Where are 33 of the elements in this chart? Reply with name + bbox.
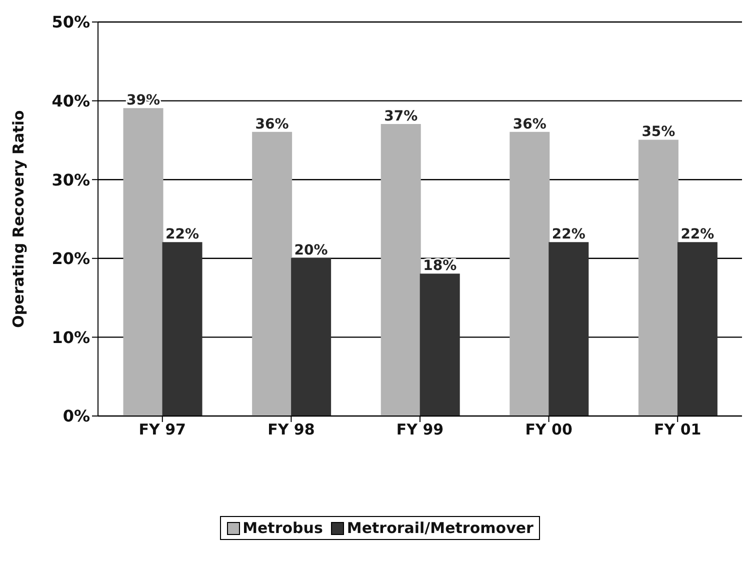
- x-tick-label: FY 97: [138, 420, 186, 439]
- data-label: 20%: [294, 242, 328, 258]
- x-tick-label: FY 00: [525, 420, 572, 439]
- data-label: 35%: [642, 124, 676, 140]
- legend-label: Metrorail/Metromover: [346, 519, 534, 537]
- bar: [420, 274, 460, 416]
- y-tick-label: 0%: [62, 406, 90, 426]
- y-tick-label: 30%: [52, 170, 90, 190]
- x-tick-label: FY 01: [654, 420, 702, 439]
- bar: [510, 132, 550, 416]
- y-tick-label: 50%: [52, 12, 90, 32]
- bar: [677, 242, 718, 416]
- y-tick-label: 40%: [52, 91, 90, 110]
- legend-label: Metrobus: [242, 519, 323, 537]
- y-tick-label: 10%: [52, 328, 90, 347]
- y-axis-title: Operating Recovery Ratio: [9, 110, 28, 328]
- bar: [162, 242, 202, 416]
- bar: [380, 124, 421, 416]
- bar: [548, 242, 589, 416]
- data-label: 22%: [680, 226, 714, 243]
- data-label: 36%: [255, 116, 289, 132]
- data-label: 37%: [384, 108, 418, 124]
- bar: [291, 258, 332, 416]
- bar: [123, 108, 164, 416]
- data-label: 18%: [423, 258, 457, 274]
- data-label: 36%: [512, 116, 546, 132]
- bar: [252, 132, 292, 416]
- x-tick-label: FY 98: [268, 420, 315, 439]
- x-tick-label: FY 99: [396, 420, 444, 439]
- data-label: 22%: [552, 226, 586, 243]
- bar: [638, 140, 678, 416]
- y-tick-label: 20%: [52, 249, 90, 268]
- data-label: 22%: [166, 226, 200, 243]
